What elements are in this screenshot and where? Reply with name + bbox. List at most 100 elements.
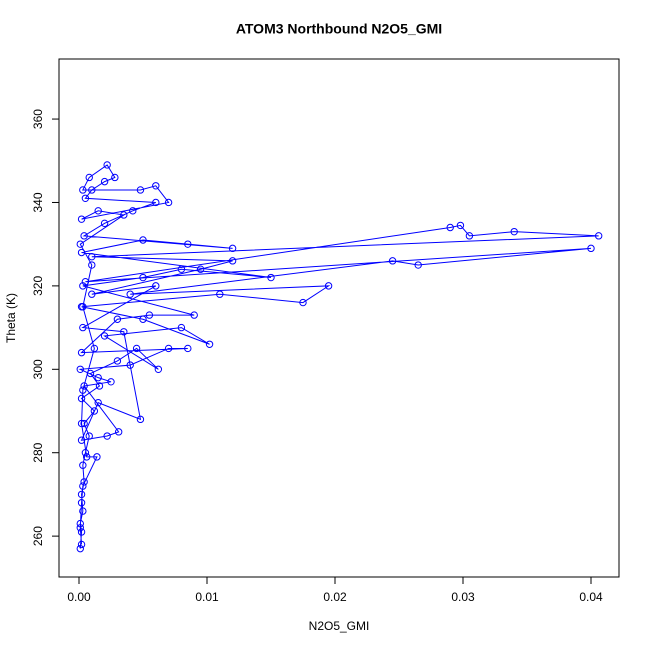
data-point [205,340,214,348]
data-point [177,323,186,332]
data-point [82,453,91,461]
data-point [88,186,96,194]
data-point [456,221,465,230]
data-point [95,382,104,390]
y-tick-label: 340 [31,192,45,212]
y-tick-label: 260 [31,526,45,546]
x-tick-label: 0.02 [323,590,347,604]
data-point [120,328,128,336]
data-point [79,482,87,490]
data-point [81,449,90,457]
data-point [154,365,163,373]
data-point [90,407,99,415]
data-point [79,507,87,515]
data-point [94,373,102,382]
data-point [100,177,109,186]
data-point [152,282,160,290]
data-point [587,244,595,253]
data-point [93,453,101,461]
data-point [76,365,84,373]
data-point [136,415,145,424]
data-point [129,207,137,215]
data-point [139,273,147,282]
data-point [132,344,141,353]
data-point [510,227,518,236]
data-point [152,198,160,207]
data-point [184,240,192,248]
data-point [77,215,86,223]
data-point [267,273,275,282]
data-point [120,211,128,219]
data-point [76,524,84,532]
data-point [76,240,84,248]
data-point [103,432,111,440]
data-point [77,490,86,499]
data-point [79,386,87,394]
data-point [77,540,86,549]
data-point [111,173,119,182]
data-point [81,194,90,203]
data-point [228,257,237,265]
data-point [184,344,192,353]
data-point [446,223,454,232]
data-point [79,282,87,290]
chart-title: ATOM3 Northbound N2O5_GMI [236,21,442,37]
data-point [76,544,84,553]
data-point [216,290,224,298]
data-point [139,315,147,323]
data-point [164,344,173,353]
y-tick-label: 320 [31,276,45,296]
data-point [77,499,86,507]
y-axis-label: Theta (K) [4,293,18,343]
data-point [190,311,198,319]
data-point [76,519,84,528]
y-tick-label: 280 [31,442,45,462]
data-point [113,357,122,365]
data-point [126,361,134,369]
data-point [79,461,87,469]
data-point [77,348,86,357]
x-tick-label: 0.01 [195,590,219,604]
data-point [324,282,333,290]
data-point [77,528,86,536]
data-point [164,198,173,207]
data-point [465,232,474,240]
y-tick-label: 300 [31,359,45,379]
y-tick-label: 360 [31,109,45,129]
data-point [114,428,123,436]
data-point [177,265,186,273]
data-point [594,232,603,240]
data-point [139,236,147,244]
data-point [88,252,96,261]
data-point [88,290,96,298]
data-point [80,382,88,390]
data-point [414,261,422,269]
data-point [88,261,96,269]
data-point [79,323,87,332]
data-point [77,394,86,403]
data-point [80,478,88,486]
data-point [100,332,109,340]
data-point [113,315,122,323]
data-point [107,378,115,386]
data-point [94,398,102,407]
data-point [85,173,93,182]
data-point [145,311,154,319]
data-point [228,244,237,253]
data-point [85,432,93,440]
x-tick-label: 0.00 [67,590,91,604]
data-point [77,248,86,257]
data-point [77,419,86,428]
data-point [86,369,95,378]
x-axis-label: N2O5_GMI [309,619,370,633]
data-point [196,265,205,273]
data-point [388,257,397,265]
data-point [152,182,160,190]
data-point [80,232,88,240]
x-tick-label: 0.03 [451,590,475,604]
data-point [80,419,88,428]
data-point [100,219,109,228]
data-point [94,207,102,215]
